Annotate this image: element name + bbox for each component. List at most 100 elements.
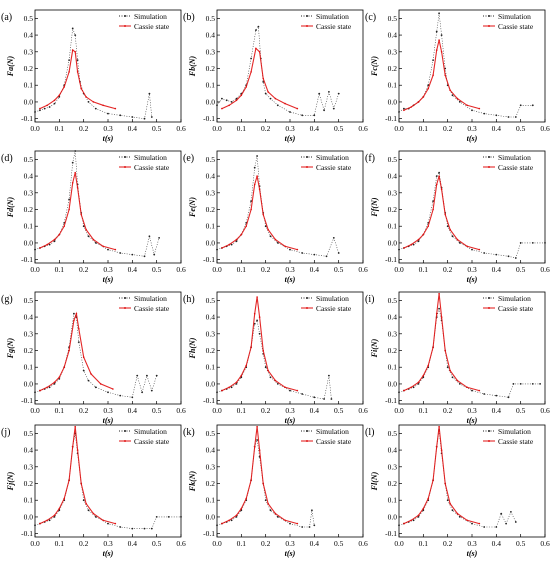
cassie-point	[92, 512, 95, 515]
cassie-point	[245, 225, 247, 227]
legend-marker	[306, 430, 308, 432]
simulation-point	[74, 150, 77, 152]
simulation-point	[531, 104, 534, 107]
simulation-point	[150, 527, 153, 530]
cassie-point	[267, 502, 269, 505]
simulation-point	[256, 319, 258, 322]
cassie-point	[296, 389, 299, 392]
legend-marker	[124, 15, 126, 17]
cassie-point	[478, 248, 481, 251]
simulation-point	[48, 106, 51, 108]
simulation-point	[256, 155, 258, 157]
cassie-point	[68, 479, 70, 482]
legend-marker	[306, 156, 308, 158]
legend-marker	[488, 307, 490, 309]
y-tick-label: 0.3	[24, 47, 34, 56]
chart-panel: 0.0 0.1 0.2 0.3 0.4 0.5 0.6-0.10.00.10.20.30.4…	[183, 424, 368, 558]
simulation-point	[71, 27, 74, 30]
simulation-point	[412, 519, 415, 522]
cassie-point	[262, 77, 265, 80]
x-tick-label: 0.4	[310, 539, 320, 548]
x-tick-label: 0.4	[128, 265, 138, 274]
cassie-line	[403, 175, 480, 251]
simulation-point	[276, 242, 279, 244]
simulation-point	[417, 516, 420, 518]
simulation-point	[417, 240, 420, 243]
simulation-point	[531, 242, 534, 244]
y-tick-label: 0.0	[206, 97, 216, 106]
simulation-point	[269, 509, 272, 512]
cassie-point	[449, 228, 451, 231]
simulation-point	[337, 92, 340, 95]
simulation-point	[313, 524, 316, 527]
cassie-point	[456, 512, 459, 515]
cassie-point	[73, 319, 75, 322]
y-tick-label: 0.4	[206, 31, 216, 40]
simulation-point	[68, 198, 70, 201]
y-tick-label: -0.1	[21, 114, 33, 123]
x-tick-label: 0.2	[261, 124, 271, 133]
simulation-point	[507, 396, 510, 399]
y-tick-label: 0.0	[24, 238, 34, 247]
legend-label: Simulation	[134, 153, 167, 162]
x-tick-label: 0.1	[237, 406, 247, 415]
y-tick-label: 0.2	[388, 346, 398, 355]
y-tick-label: 0.1	[24, 81, 34, 90]
legend-label: Simulation	[134, 427, 167, 436]
simulation-point	[235, 383, 238, 385]
simulation-point	[328, 374, 330, 377]
simulation-point	[71, 161, 74, 164]
cassie-point	[221, 522, 223, 525]
simulation-point	[269, 376, 272, 379]
cassie-point	[258, 316, 261, 318]
cassie-line	[403, 293, 480, 392]
x-tick-label: 0.2	[79, 265, 89, 274]
x-tick-label: 0.1	[237, 124, 247, 133]
simulation-point	[330, 398, 333, 400]
simulation-point	[507, 116, 510, 118]
simulation-point	[143, 527, 146, 530]
cassie-point	[410, 243, 413, 246]
y-axis-label: Fl(N)	[370, 471, 379, 491]
x-tick-label: 0.0	[394, 124, 404, 133]
chart-panel: 0.0 0.1 0.2 0.3 0.4 0.5 0.6-0.10.00.10.20.30.4…	[365, 291, 550, 425]
simulation-point	[155, 516, 158, 518]
x-tick-label: 0.2	[79, 124, 89, 133]
simulation-point	[34, 248, 36, 251]
x-tick-label: 0.0	[30, 265, 40, 274]
cassie-point	[85, 228, 87, 231]
cassie-point	[245, 497, 247, 500]
x-axis-label: t(s)	[103, 549, 114, 558]
simulation-point	[34, 111, 36, 113]
cassie-point	[80, 87, 82, 90]
simulation-point	[438, 171, 440, 174]
simulation-point	[87, 379, 90, 382]
simulation-point	[412, 386, 415, 389]
legend-label: Simulation	[498, 12, 531, 21]
legend-label: Cassie state	[316, 437, 352, 446]
y-tick-label: 0.0	[24, 379, 34, 388]
cassie-point	[296, 522, 299, 525]
y-tick-label: 0.0	[388, 379, 398, 388]
simulation-point	[230, 101, 233, 103]
y-tick-label: 0.5	[24, 14, 34, 23]
simulation-point	[500, 512, 503, 515]
simulation-point	[328, 91, 330, 93]
simulation-point	[131, 527, 134, 530]
y-tick-label: 0.4	[388, 313, 398, 322]
y-tick-label: 0.3	[24, 188, 34, 197]
cassie-point	[403, 522, 405, 525]
legend-marker	[124, 307, 126, 309]
simulation-point	[440, 34, 443, 36]
y-axis-label: Fd(N)	[6, 196, 15, 218]
y-tick-label: -0.1	[203, 114, 215, 123]
x-tick-label: 0.4	[128, 124, 138, 133]
y-axis-label: Fk(N)	[188, 470, 197, 492]
cassie-point	[228, 243, 230, 246]
cassie-point	[417, 101, 420, 103]
y-tick-label: 0.2	[24, 64, 34, 73]
simulation-point	[94, 386, 97, 389]
x-tick-label: 0.5	[516, 124, 526, 133]
simulation-point	[507, 255, 510, 258]
simulation-point	[155, 374, 158, 377]
